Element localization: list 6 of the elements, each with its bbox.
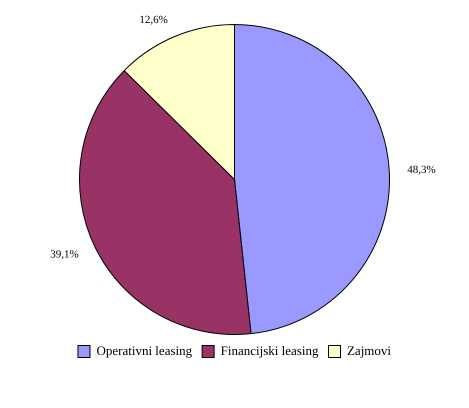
data-label: 12,6%	[139, 14, 168, 26]
legend-label: Financijski leasing	[220, 342, 319, 358]
data-label: 48,3%	[407, 164, 436, 176]
legend-label: Zajmovi	[346, 342, 392, 358]
legend-label: Operativni leasing	[96, 342, 193, 358]
data-label: 39,1%	[50, 248, 79, 261]
